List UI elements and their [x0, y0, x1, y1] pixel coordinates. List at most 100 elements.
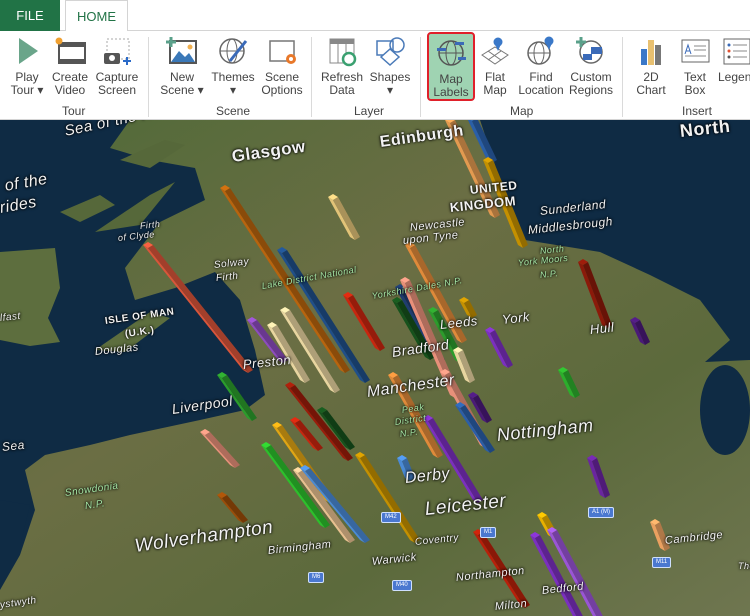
bar-face: [247, 317, 257, 323]
bar-face: [578, 262, 607, 328]
bar-face: [285, 385, 348, 461]
bar-face: [322, 410, 355, 450]
road-shield-m1: M1: [480, 527, 497, 538]
map-labels-button[interactable]: Map Labels: [427, 32, 475, 101]
create-video-button[interactable]: Create Video: [50, 35, 90, 101]
3d-map-view[interactable]: of theridesSea of the HebridesGlasgowEdi…: [0, 120, 750, 616]
bar-face: [328, 194, 338, 200]
play-tour-button[interactable]: Play Tour ▾: [8, 35, 46, 101]
data-bar[interactable]: [453, 347, 475, 383]
bar-face: [485, 327, 495, 333]
bar-face: [392, 297, 402, 303]
2d-chart-button[interactable]: 2D Chart: [632, 35, 670, 101]
bar-face: [490, 330, 513, 368]
data-bar[interactable]: [630, 317, 650, 345]
label: Refresh: [320, 70, 364, 84]
data-bar[interactable]: [530, 532, 585, 616]
sea-inlet: [700, 365, 750, 455]
data-bar[interactable]: [285, 382, 353, 461]
tab-home[interactable]: HOME: [65, 0, 128, 32]
data-bar[interactable]: [423, 415, 483, 503]
bar-face: [290, 417, 300, 423]
custom-regions-button[interactable]: Custom Regions: [567, 35, 615, 101]
bar-face: [348, 295, 385, 351]
bar-face: [428, 418, 483, 503]
bar-face: [470, 120, 474, 121]
data-bar[interactable]: [547, 527, 605, 616]
themes-button[interactable]: Themes ▾: [210, 35, 256, 101]
data-bar[interactable]: [355, 452, 420, 543]
data-bar[interactable]: [220, 185, 350, 373]
data-bar[interactable]: [459, 297, 477, 318]
map-terrain: [0, 120, 750, 616]
bar-face: [148, 245, 253, 373]
data-bar[interactable]: [300, 465, 370, 543]
data-bar[interactable]: [280, 307, 340, 393]
scene-options-button[interactable]: Scene Options: [260, 35, 304, 101]
bar-face: [459, 300, 472, 318]
data-bar[interactable]: [261, 442, 330, 528]
legend-button[interactable]: Legend: [718, 35, 750, 101]
divider: [311, 37, 312, 117]
data-bar[interactable]: [143, 242, 253, 373]
find-location-button[interactable]: Find Location: [516, 35, 566, 101]
road-shield-m42: M42: [381, 512, 401, 523]
data-bar[interactable]: [455, 402, 495, 453]
data-bar[interactable]: [328, 194, 360, 240]
bar-face: [333, 197, 360, 240]
data-bar[interactable]: [392, 297, 435, 360]
refresh-data-button[interactable]: Refresh Data: [320, 35, 364, 101]
data-bar[interactable]: [587, 455, 610, 498]
data-bar[interactable]: [483, 157, 528, 248]
new-scene-button[interactable]: New Scene ▾: [160, 35, 204, 101]
text-box-button[interactable]: Text Box: [677, 35, 713, 101]
data-bar[interactable]: [650, 519, 670, 551]
flat-map-pin-icon: [481, 37, 509, 65]
shapes-button[interactable]: Shapes ▾: [369, 35, 411, 101]
tab-file[interactable]: FILE: [0, 0, 60, 31]
data-bar[interactable]: [558, 367, 580, 398]
data-bar[interactable]: [343, 292, 385, 351]
flat-map-button[interactable]: Flat Map: [478, 35, 512, 101]
bar-face: [558, 370, 575, 398]
data-bar[interactable]: [578, 259, 612, 328]
bar-face: [397, 458, 410, 481]
data-bar[interactable]: [405, 242, 467, 343]
bar-face: [587, 458, 605, 498]
label: Tour ▾: [10, 83, 44, 97]
capture-screen-button[interactable]: Capture Screen: [94, 35, 140, 101]
data-bar[interactable]: [400, 277, 460, 398]
bar-face: [473, 395, 492, 423]
bar-face: [290, 420, 318, 451]
data-bar[interactable]: [397, 455, 415, 481]
data-bar[interactable]: [200, 429, 240, 468]
group-label-layer: Layer: [354, 104, 385, 118]
bar-face: [455, 405, 490, 453]
data-bar[interactable]: [290, 417, 323, 451]
bar-face: [583, 262, 612, 328]
data-bar[interactable]: [388, 372, 443, 458]
data-bar[interactable]: [217, 492, 248, 523]
data-bar[interactable]: [468, 392, 492, 423]
data-bar[interactable]: [485, 327, 513, 368]
bar-face: [530, 535, 577, 616]
bar-face: [468, 392, 478, 398]
road-shield-m11: M11: [652, 557, 672, 568]
bar-face: [445, 120, 455, 123]
data-bar[interactable]: [277, 247, 370, 383]
data-bar[interactable]: [293, 467, 355, 543]
bar-face: [217, 492, 227, 498]
bar-face: [388, 372, 398, 378]
ribbon-tabs: FILE HOME: [0, 0, 750, 32]
data-bar[interactable]: [247, 317, 288, 363]
label: Capture: [95, 70, 139, 84]
data-bar[interactable]: [467, 120, 497, 163]
bar-face: [423, 418, 478, 503]
bar-face: [405, 280, 460, 398]
data-bar[interactable]: [267, 322, 310, 383]
bar-face: [530, 532, 540, 538]
data-bar[interactable]: [317, 407, 355, 450]
data-bar[interactable]: [217, 372, 257, 421]
bar-face: [261, 442, 271, 448]
data-bar[interactable]: [445, 120, 500, 218]
